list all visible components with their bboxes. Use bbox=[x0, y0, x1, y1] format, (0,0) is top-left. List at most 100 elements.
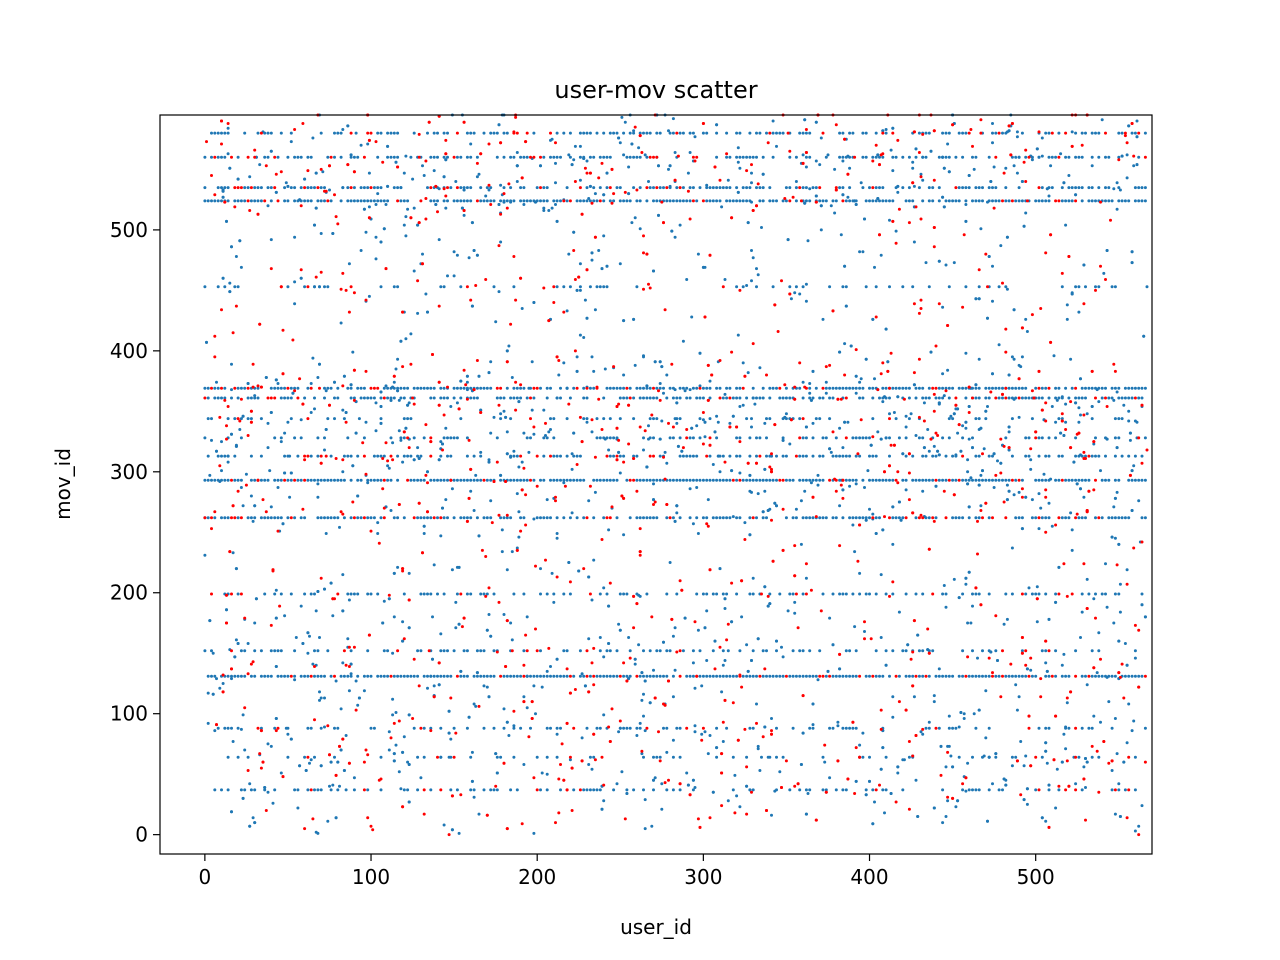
scatter-point bbox=[396, 131, 400, 135]
scatter-point bbox=[715, 123, 719, 127]
scatter-point bbox=[681, 186, 685, 190]
scatter-point bbox=[871, 199, 875, 203]
scatter-point bbox=[941, 821, 945, 825]
scatter-point bbox=[1010, 386, 1014, 390]
scatter-point bbox=[881, 528, 885, 532]
scatter-point bbox=[442, 285, 446, 289]
scatter-point bbox=[306, 478, 310, 482]
scatter-point bbox=[974, 726, 978, 730]
scatter-point bbox=[648, 417, 652, 421]
scatter-point bbox=[844, 649, 848, 653]
scatter-point bbox=[605, 454, 609, 458]
scatter-point bbox=[917, 674, 921, 678]
scatter-point bbox=[555, 478, 559, 482]
scatter-point bbox=[545, 199, 549, 203]
scatter-point bbox=[462, 199, 466, 203]
scatter-point bbox=[956, 799, 960, 803]
scatter-point bbox=[921, 396, 925, 400]
scatter-point bbox=[775, 478, 778, 482]
scatter-point bbox=[406, 403, 410, 407]
scatter-point bbox=[808, 478, 812, 482]
scatter-point bbox=[419, 726, 423, 730]
scatter-point bbox=[1140, 186, 1144, 190]
scatter-point bbox=[1094, 592, 1097, 596]
scatter-point bbox=[977, 199, 981, 203]
scatter-point bbox=[848, 478, 852, 482]
scatter-point bbox=[1113, 369, 1117, 373]
scatter-point bbox=[1060, 285, 1064, 289]
scatter-point bbox=[652, 482, 655, 486]
scatter-point bbox=[439, 285, 443, 289]
scatter-point bbox=[891, 505, 895, 509]
scatter-point bbox=[542, 206, 546, 210]
scatter-point bbox=[1017, 490, 1021, 494]
scatter-point bbox=[818, 396, 822, 400]
scatter-point bbox=[236, 417, 240, 421]
scatter-point bbox=[765, 417, 768, 421]
scatter-point bbox=[947, 714, 951, 718]
scatter-point bbox=[917, 186, 921, 190]
scatter-point bbox=[841, 131, 845, 135]
scatter-point bbox=[686, 171, 690, 175]
scatter-point bbox=[286, 396, 290, 400]
scatter-point bbox=[829, 204, 833, 208]
scatter-point bbox=[1112, 187, 1116, 191]
scatter-point bbox=[691, 778, 695, 782]
scatter-point bbox=[259, 674, 263, 678]
scatter-point bbox=[642, 478, 645, 482]
scatter-point bbox=[1085, 577, 1089, 581]
scatter-point bbox=[841, 726, 845, 730]
scatter-point bbox=[748, 674, 752, 678]
scatter-point bbox=[1017, 186, 1021, 190]
scatter-point bbox=[1010, 478, 1014, 482]
scatter-point bbox=[788, 478, 792, 482]
scatter-point bbox=[469, 298, 473, 302]
scatter-point bbox=[349, 285, 353, 289]
scatter-point bbox=[525, 396, 529, 400]
scatter-point bbox=[512, 155, 516, 159]
scatter-point bbox=[1142, 334, 1146, 338]
scatter-point bbox=[1010, 417, 1014, 421]
scatter-point bbox=[721, 592, 725, 596]
scatter-point bbox=[384, 203, 388, 206]
scatter-point bbox=[675, 199, 679, 203]
scatter-point bbox=[961, 436, 965, 440]
scatter-point bbox=[329, 199, 333, 203]
scatter-point bbox=[399, 787, 403, 791]
scatter-point bbox=[595, 788, 599, 792]
scatter-point bbox=[695, 396, 699, 400]
scatter-point bbox=[1007, 199, 1011, 203]
scatter-point bbox=[572, 788, 576, 792]
scatter-point bbox=[808, 396, 812, 400]
scatter-point bbox=[763, 585, 767, 589]
scatter-point bbox=[904, 425, 908, 429]
scatter-point bbox=[652, 755, 655, 759]
scatter-point bbox=[357, 696, 361, 700]
scatter-point bbox=[469, 755, 473, 759]
scatter-point bbox=[1057, 592, 1061, 596]
scatter-point bbox=[1113, 674, 1117, 678]
scatter-point bbox=[608, 516, 612, 520]
scatter-point bbox=[484, 594, 488, 598]
scatter-point bbox=[409, 674, 413, 678]
scatter-point bbox=[794, 454, 798, 458]
scatter-point bbox=[1044, 592, 1048, 596]
scatter-point bbox=[1120, 417, 1124, 421]
scatter-point bbox=[446, 454, 449, 458]
scatter-point bbox=[263, 478, 267, 482]
scatter-point bbox=[359, 143, 363, 147]
scatter-point bbox=[259, 186, 263, 190]
scatter-point bbox=[289, 737, 293, 741]
scatter-point bbox=[741, 361, 745, 365]
scatter-point bbox=[848, 199, 852, 203]
scatter-point bbox=[1047, 436, 1051, 440]
scatter-point bbox=[236, 386, 240, 390]
scatter-point bbox=[874, 285, 878, 289]
scatter-point bbox=[673, 417, 677, 421]
scatter-point bbox=[1077, 755, 1081, 759]
scatter-point bbox=[243, 788, 247, 792]
scatter-point bbox=[429, 186, 433, 190]
scatter-point bbox=[230, 432, 233, 436]
scatter-point bbox=[472, 509, 476, 512]
scatter-point bbox=[971, 649, 974, 653]
